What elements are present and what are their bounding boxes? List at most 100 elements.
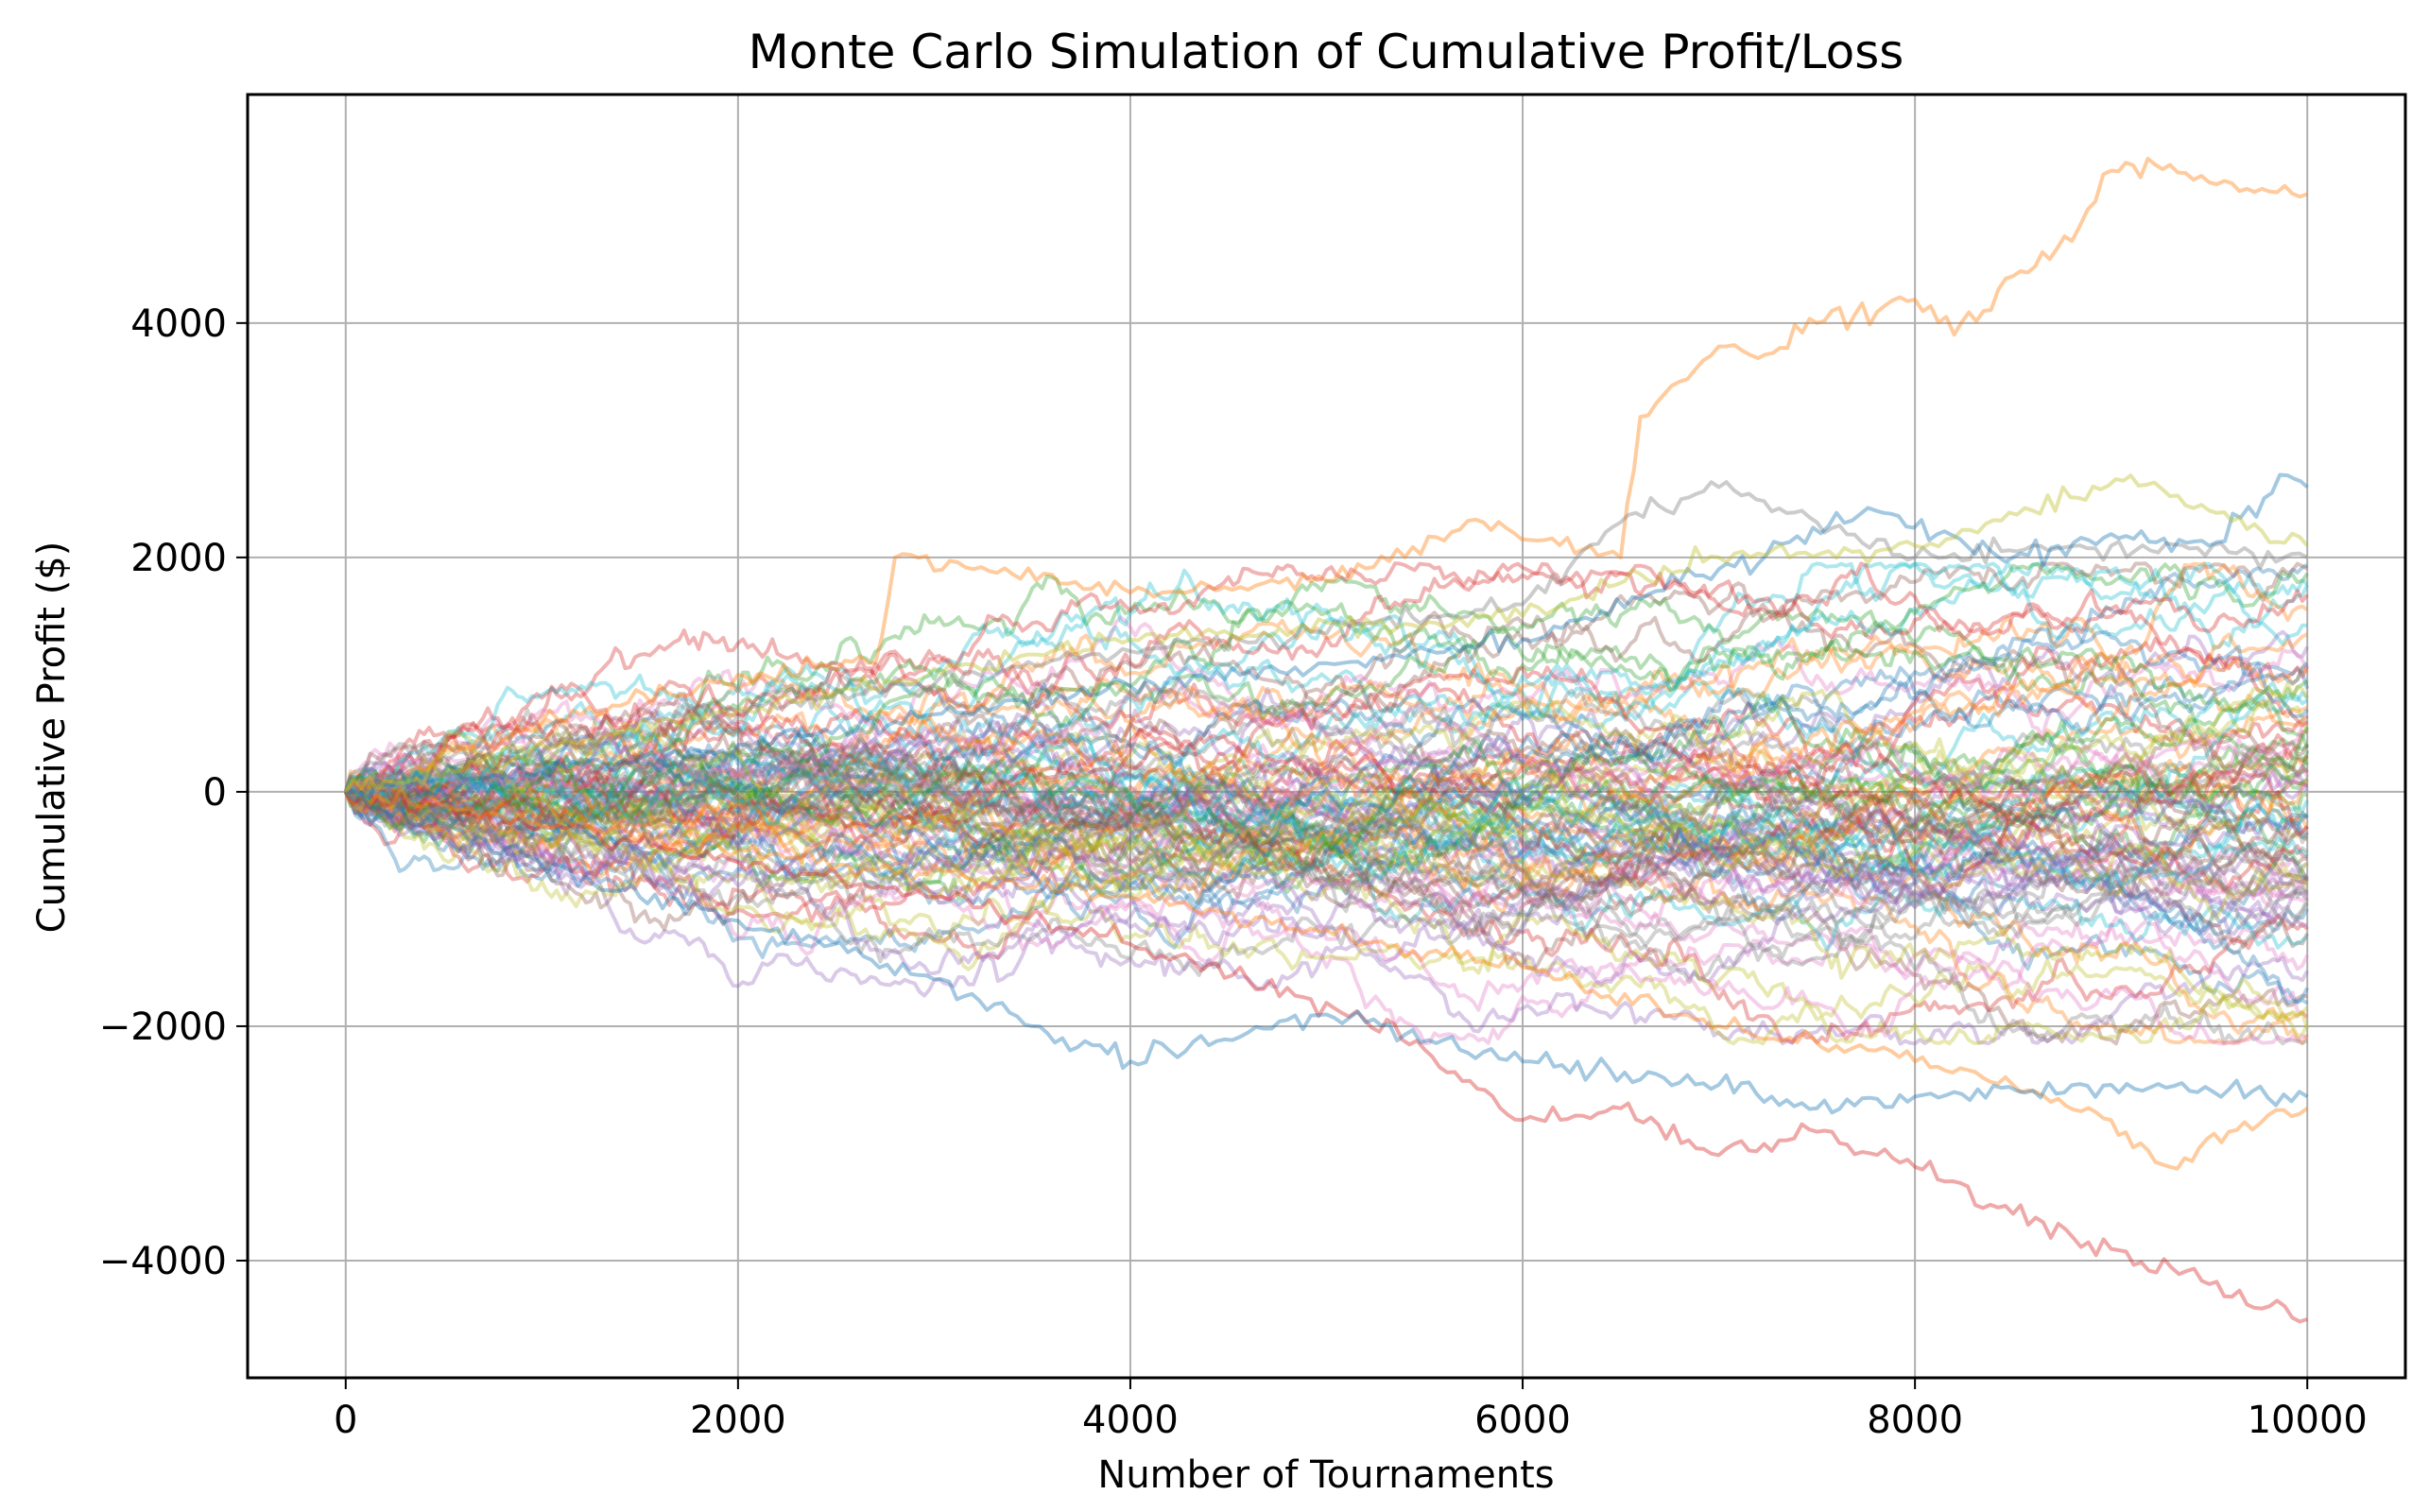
simulation-line — [344, 768, 2308, 1046]
y-tick-label: −4000 — [99, 1240, 227, 1283]
simulation-line — [343, 616, 2309, 832]
simulation-line — [344, 602, 2310, 832]
x-tick-label: 8000 — [1867, 1399, 1963, 1442]
simulation-line — [345, 561, 2309, 811]
simulation-line — [343, 791, 2310, 1046]
simulation-line — [344, 676, 2309, 800]
simulation-line — [344, 790, 2308, 1324]
simulation-line — [344, 743, 2309, 915]
simulation-line — [344, 661, 2310, 843]
simulation-line — [344, 681, 2309, 902]
simulation-line — [345, 739, 2308, 920]
simulation-line — [344, 618, 2308, 798]
y-tick-label: 0 — [203, 771, 227, 815]
simulation-line — [344, 732, 2309, 908]
simulation-line — [345, 760, 2309, 948]
simulation-line — [345, 726, 2309, 896]
simulation-line — [344, 790, 2308, 975]
simulation-line — [344, 745, 2310, 870]
simulation-line — [344, 744, 2308, 880]
simulation-line — [345, 771, 2309, 987]
simulation-line — [344, 750, 2309, 941]
simulation-line — [344, 734, 2308, 880]
simulation-line — [344, 561, 2309, 841]
y-tick-label: −2000 — [99, 1005, 227, 1049]
simulation-line — [344, 781, 2309, 971]
simulation-line — [344, 735, 2310, 869]
simulation-line — [345, 728, 2309, 899]
simulation-line — [345, 692, 2308, 909]
simulation-line — [344, 686, 2309, 936]
simulation-line — [343, 786, 2309, 1023]
simulation-line — [344, 780, 2309, 1045]
chart-title: Monte Carlo Simulation of Cumulative Pro… — [749, 25, 1904, 79]
simulation-line — [344, 156, 2308, 803]
simulation-line — [344, 754, 2309, 858]
series-lines — [343, 156, 2310, 1324]
simulation-line — [345, 574, 2310, 810]
simulation-line — [343, 665, 2309, 840]
simulation-line — [344, 691, 2309, 896]
simulation-line — [343, 791, 2309, 936]
simulation-line — [345, 769, 2309, 941]
simulation-line — [344, 726, 2309, 825]
simulation-line — [345, 674, 2309, 873]
simulation-line — [344, 561, 2309, 829]
simulation-line — [344, 787, 2309, 927]
y-axis-label: Cumulative Profit ($) — [30, 541, 74, 934]
simulation-line — [344, 720, 2309, 886]
simulation-line — [343, 561, 2310, 795]
grid-lines — [248, 94, 2405, 1378]
simulation-line — [344, 662, 2309, 866]
simulation-line — [344, 705, 2308, 892]
simulation-line — [344, 740, 2309, 937]
simulation-line — [344, 727, 2309, 903]
simulation-line — [344, 721, 2308, 921]
simulation-line — [344, 561, 2309, 850]
simulation-line — [345, 783, 2309, 1046]
simulation-line — [345, 772, 2309, 950]
simulation-line — [344, 629, 2309, 859]
simulation-line — [344, 680, 2309, 875]
simulation-line — [344, 668, 2309, 912]
simulation-line — [344, 687, 2308, 815]
x-axis-label: Number of Tournaments — [1097, 1453, 1554, 1497]
simulation-line — [344, 790, 2309, 1005]
simulation-line — [345, 561, 2309, 807]
simulation-line — [345, 771, 2310, 1046]
plot-frame — [246, 93, 2407, 1380]
simulation-line — [345, 761, 2308, 919]
simulation-line — [344, 780, 2309, 1171]
x-tick-label: 0 — [334, 1399, 357, 1442]
simulation-line — [344, 767, 2309, 903]
simulation-line — [343, 746, 2309, 902]
simulation-line — [344, 723, 2308, 894]
simulation-line — [344, 777, 2309, 1005]
x-tick-label: 2000 — [690, 1399, 786, 1442]
simulation-line — [344, 748, 2309, 1020]
y-tick-label: 2000 — [130, 537, 227, 580]
simulation-line — [344, 636, 2309, 793]
simulation-line — [345, 684, 2309, 885]
simulation-line — [344, 747, 2309, 960]
simulation-line — [343, 765, 2309, 1046]
x-tick-label: 4000 — [1082, 1399, 1179, 1442]
simulation-line — [344, 624, 2309, 921]
simulation-line — [344, 715, 2309, 860]
simulation-line — [345, 741, 2309, 920]
simulation-line — [344, 561, 2308, 811]
simulation-line — [344, 688, 2310, 894]
simulation-line — [345, 754, 2308, 883]
simulation-line — [345, 581, 2309, 825]
simulation-line — [344, 714, 2309, 900]
simulation-line — [343, 668, 2310, 841]
simulation-line — [345, 782, 2310, 977]
simulation-line — [344, 790, 2309, 1046]
simulation-line — [345, 768, 2309, 1036]
simulation-line — [344, 777, 2309, 919]
simulation-line — [343, 729, 2309, 936]
simulation-line — [345, 736, 2308, 923]
simulation-line — [344, 708, 2308, 888]
